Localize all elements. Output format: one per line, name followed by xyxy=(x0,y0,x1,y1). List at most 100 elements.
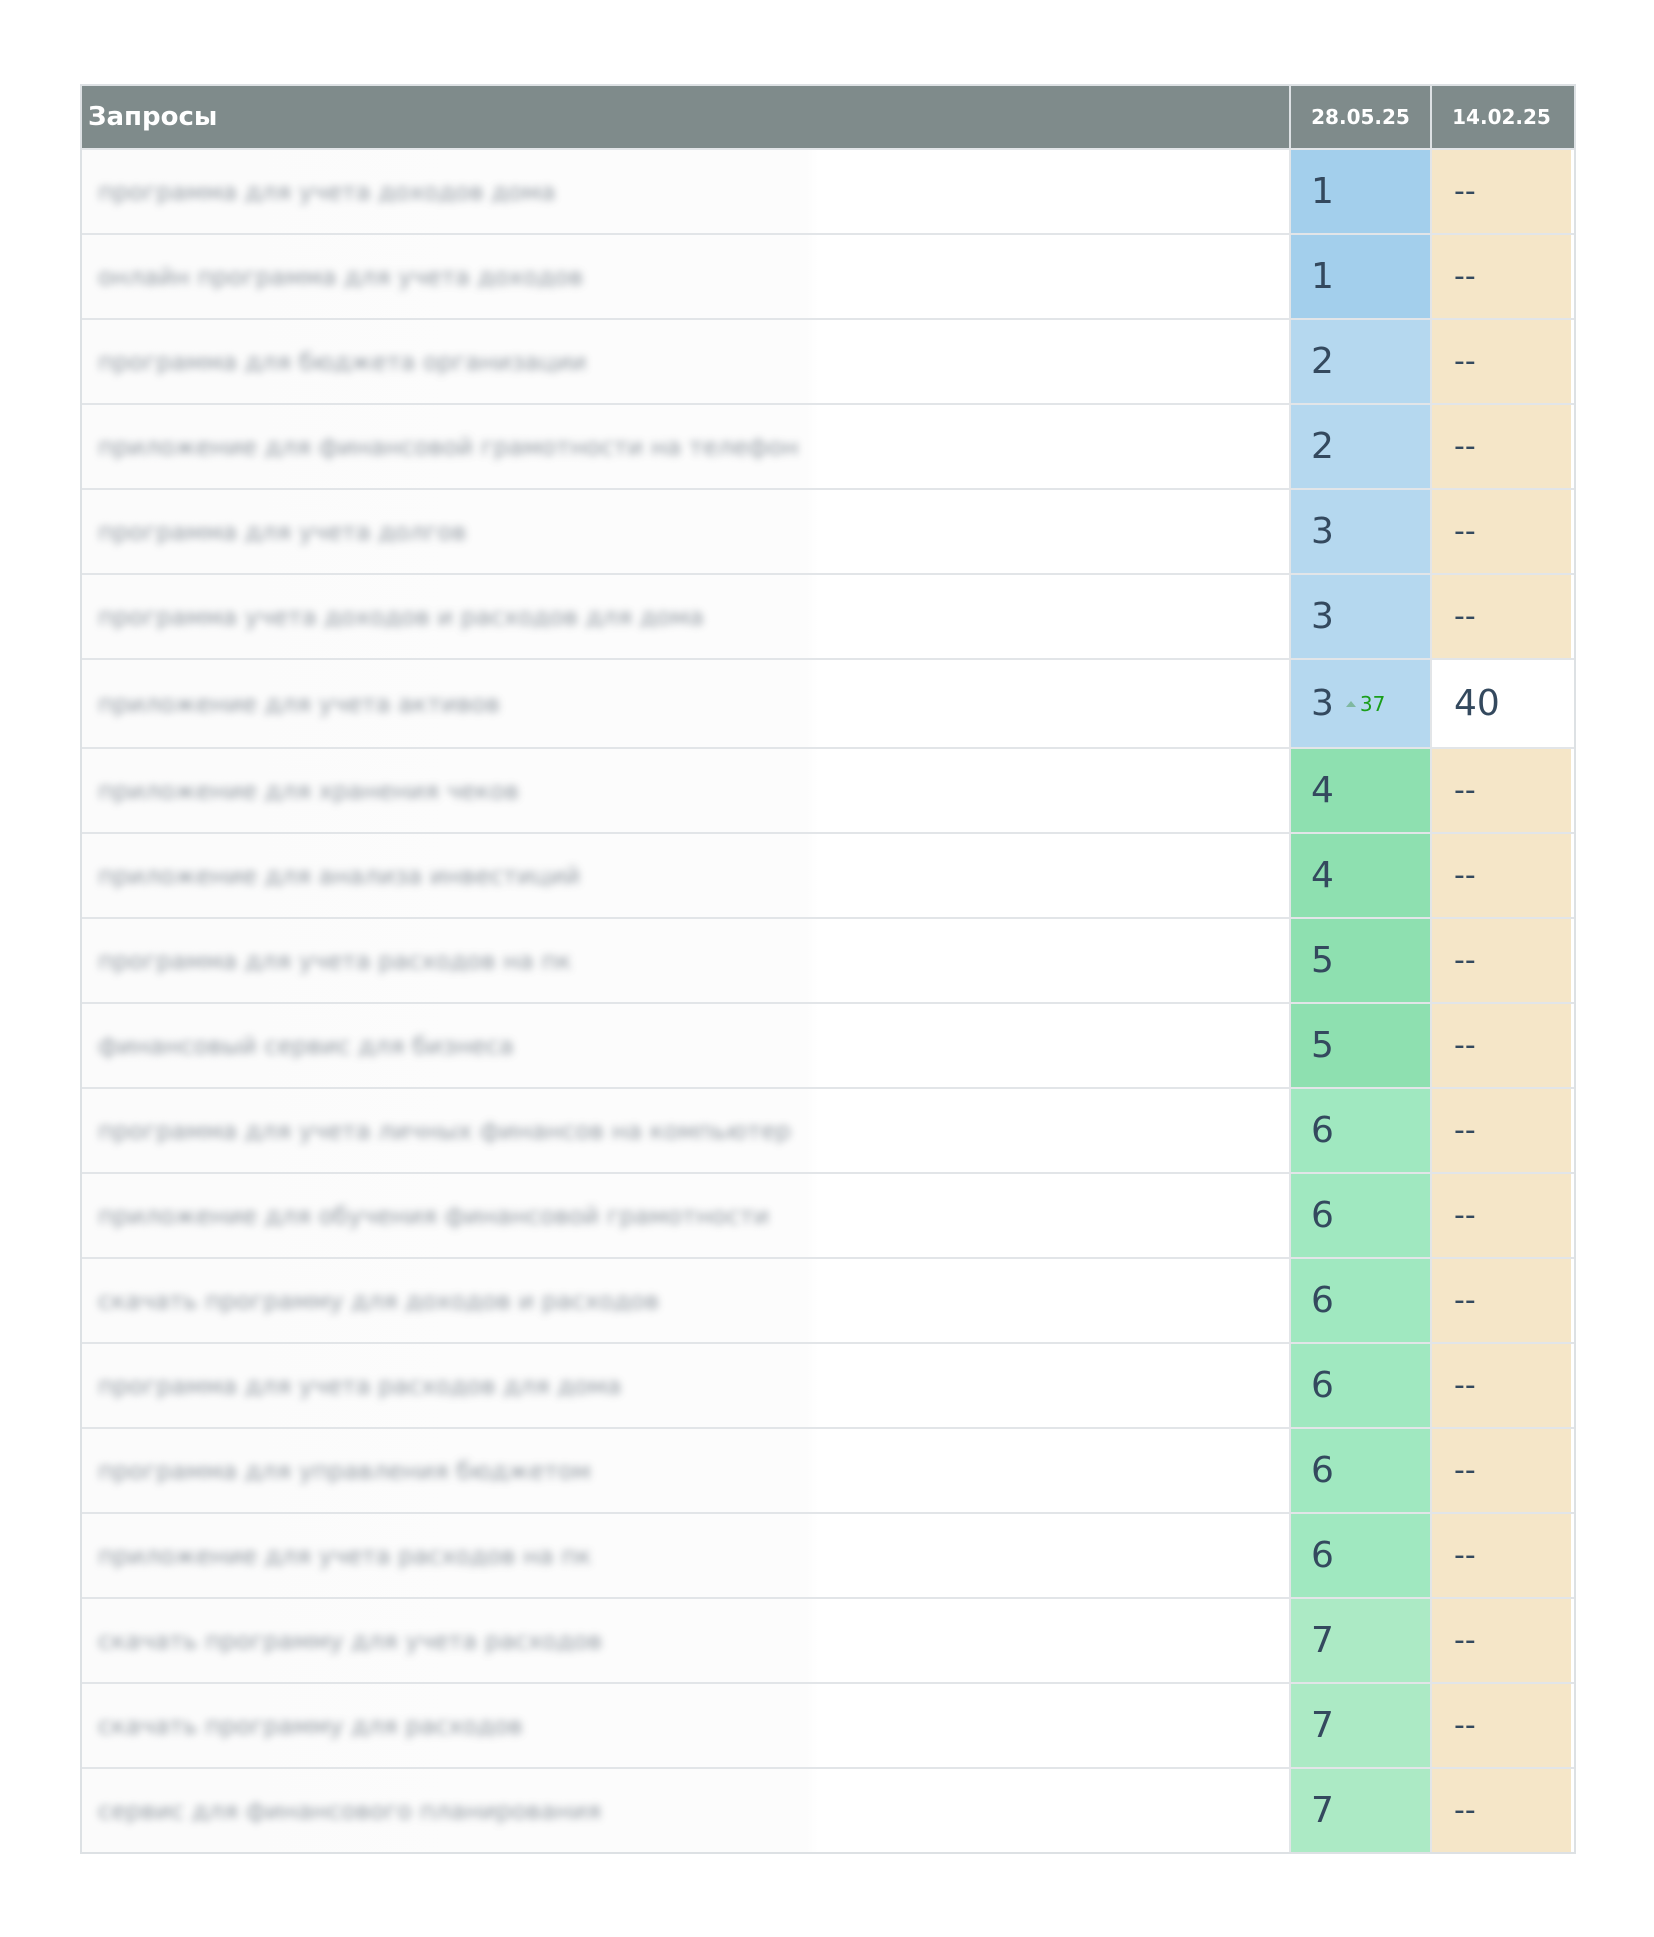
position-cell-current: 3 xyxy=(1289,575,1430,658)
query-text: скачать программу для учета расходов xyxy=(98,1626,603,1655)
position-cell-previous: -- xyxy=(1430,1259,1571,1342)
position-cell-current: 4 xyxy=(1289,834,1430,917)
position-cell-previous: -- xyxy=(1430,1599,1571,1682)
position-cell-current: 1 xyxy=(1289,150,1430,233)
query-cell: приложение для обучения финансовой грамо… xyxy=(82,1174,1289,1257)
previous-position-value: -- xyxy=(1454,1113,1476,1148)
position-cell-current: 7 xyxy=(1289,1684,1430,1767)
position-value: 2 xyxy=(1311,341,1334,382)
query-text: программа учета доходов и расходов для д… xyxy=(98,602,704,631)
position-cell-current: 5 xyxy=(1289,1004,1430,1087)
header-queries[interactable]: Запросы xyxy=(88,102,218,132)
position-value: 3 xyxy=(1311,596,1334,637)
position-cell-previous: -- xyxy=(1430,320,1571,403)
table-row: программа для бюджета организации 2 -- xyxy=(82,320,1574,405)
query-cell: онлайн программа для учета доходов xyxy=(82,235,1289,318)
position-cell-current: 1 xyxy=(1289,235,1430,318)
table-row: программа для учета расходов на пк 5 -- xyxy=(82,919,1574,1004)
position-cell-current: 6 xyxy=(1289,1089,1430,1172)
change-value: 37 xyxy=(1359,691,1386,716)
triangle-up-icon xyxy=(1345,700,1356,707)
position-cell-current: 7 xyxy=(1289,1599,1430,1682)
table-row: программа для учета личных финансов на к… xyxy=(82,1089,1574,1174)
table-row: приложение для учета активов 3 37 40 xyxy=(82,660,1574,749)
position-value: 2 xyxy=(1311,426,1334,467)
table-row: финансовый сервис для бизнеса 5 -- xyxy=(82,1004,1574,1089)
position-value: 4 xyxy=(1311,770,1334,811)
table-row: программа учета доходов и расходов для д… xyxy=(82,575,1574,660)
previous-position-value: -- xyxy=(1454,1453,1476,1488)
position-cell-previous: -- xyxy=(1430,405,1571,488)
query-text: скачать программу для доходов и расходов xyxy=(98,1286,660,1315)
position-value: 6 xyxy=(1311,1535,1334,1576)
position-value: 6 xyxy=(1311,1365,1334,1406)
position-cell-current: 5 xyxy=(1289,919,1430,1002)
position-cell-previous: -- xyxy=(1430,834,1571,917)
position-value: 3 xyxy=(1311,683,1334,724)
position-value: 6 xyxy=(1311,1450,1334,1491)
position-cell-current: 6 xyxy=(1289,1429,1430,1512)
query-text: приложение для обучения финансовой грамо… xyxy=(98,1201,770,1230)
table-row: приложение для обучения финансовой грамо… xyxy=(82,1174,1574,1259)
query-text: приложение для финансовой грамотности на… xyxy=(98,432,799,461)
query-cell: программа для учета доходов дома xyxy=(82,150,1289,233)
position-cell-previous: -- xyxy=(1430,749,1571,832)
query-cell: приложение для анализа инвестиций xyxy=(82,834,1289,917)
table-row: скачать программу для учета расходов 7 -… xyxy=(82,1599,1574,1684)
position-cell-previous: -- xyxy=(1430,1514,1571,1597)
query-cell: финансовый сервис для бизнеса xyxy=(82,1004,1289,1087)
previous-position-value: -- xyxy=(1454,514,1476,549)
query-text: сервис для финансового планирования xyxy=(98,1796,602,1825)
query-cell: программа для учета расходов на пк xyxy=(82,919,1289,1002)
query-cell: программа для бюджета организации xyxy=(82,320,1289,403)
query-cell: программа для управления бюджетом xyxy=(82,1429,1289,1512)
table-row: скачать программу для расходов 7 -- xyxy=(82,1684,1574,1769)
table-row: приложение для учета расходов на пк 6 -- xyxy=(82,1514,1574,1599)
table-row: скачать программу для доходов и расходов… xyxy=(82,1259,1574,1344)
query-text: приложение для учета активов xyxy=(98,689,500,718)
position-cell-current: 6 xyxy=(1289,1174,1430,1257)
query-text: онлайн программа для учета доходов xyxy=(98,262,584,291)
position-cell-previous: -- xyxy=(1430,1174,1571,1257)
position-cell-current: 2 xyxy=(1289,320,1430,403)
position-value: 7 xyxy=(1311,1620,1334,1661)
table-row: приложение для финансовой грамотности на… xyxy=(82,405,1574,490)
header-date-current[interactable]: 28.05.25 xyxy=(1289,86,1430,148)
position-value: 6 xyxy=(1311,1195,1334,1236)
previous-position-value: -- xyxy=(1454,1538,1476,1573)
table-row: сервис для финансового планирования 7 -- xyxy=(82,1769,1574,1852)
positions-table: Запросы 28.05.25 14.02.25 программа для … xyxy=(80,84,1576,1854)
query-text: программа для учета личных финансов на к… xyxy=(98,1116,791,1145)
query-cell: скачать программу для расходов xyxy=(82,1684,1289,1767)
previous-position-value: -- xyxy=(1454,1283,1476,1318)
previous-position-value: -- xyxy=(1454,1028,1476,1063)
position-cell-previous: -- xyxy=(1430,1429,1571,1512)
table-row: программа для учета долгов 3 -- xyxy=(82,490,1574,575)
query-text: программа для учета расходов на пк xyxy=(98,946,572,975)
position-value: 3 xyxy=(1311,511,1334,552)
position-cell-previous: 40 xyxy=(1430,660,1571,747)
position-value: 7 xyxy=(1311,1790,1334,1831)
query-cell: программа учета доходов и расходов для д… xyxy=(82,575,1289,658)
query-cell: сервис для финансового планирования xyxy=(82,1769,1289,1852)
previous-position-value: 40 xyxy=(1454,683,1500,724)
table-row: приложение для хранения чеков 4 -- xyxy=(82,749,1574,834)
query-cell: программа для учета расходов для дома xyxy=(82,1344,1289,1427)
table-row: программа для учета расходов для дома 6 … xyxy=(82,1344,1574,1429)
position-cell-current: 6 xyxy=(1289,1514,1430,1597)
position-value: 7 xyxy=(1311,1705,1334,1746)
position-value: 4 xyxy=(1311,855,1334,896)
header-date-previous[interactable]: 14.02.25 xyxy=(1430,86,1571,148)
table-row: приложение для анализа инвестиций 4 -- xyxy=(82,834,1574,919)
query-text: программа для управления бюджетом xyxy=(98,1456,591,1485)
query-text: финансовый сервис для бизнеса xyxy=(98,1031,514,1060)
previous-position-value: -- xyxy=(1454,943,1476,978)
previous-position-value: -- xyxy=(1454,429,1476,464)
previous-position-value: -- xyxy=(1454,773,1476,808)
query-cell: приложение для финансовой грамотности на… xyxy=(82,405,1289,488)
position-cell-current: 2 xyxy=(1289,405,1430,488)
position-cell-previous: -- xyxy=(1430,235,1571,318)
previous-position-value: -- xyxy=(1454,174,1476,209)
position-value: 1 xyxy=(1311,256,1334,297)
position-cell-previous: -- xyxy=(1430,919,1571,1002)
